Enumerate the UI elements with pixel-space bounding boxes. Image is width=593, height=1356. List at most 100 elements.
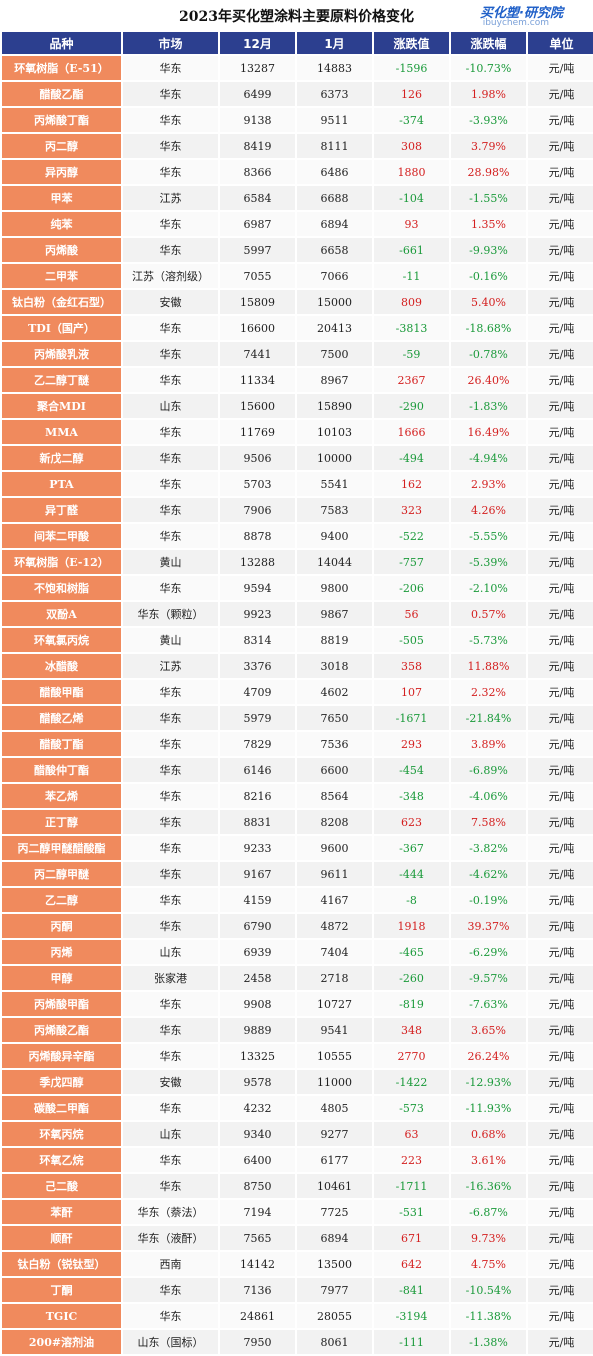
cell-unit: 元/吨: [528, 524, 593, 548]
cell-name: 异丙醇: [2, 160, 121, 184]
table-row: 苯乙烯 华东 8216 8564 -348 -4.06% 元/吨: [2, 784, 593, 808]
cell-name: 环氧乙烷: [2, 1148, 121, 1172]
table-row: 季戊四醇 安徽 9578 11000 -1422 -12.93% 元/吨: [2, 1070, 593, 1094]
cell-dec: 9233: [220, 836, 295, 860]
cell-dec: 4709: [220, 680, 295, 704]
cell-name: 顺酐: [2, 1226, 121, 1250]
cell-change: -260: [374, 966, 449, 990]
cell-unit: 元/吨: [528, 1122, 593, 1146]
table-row: PTA 华东 5703 5541 162 2.93% 元/吨: [2, 472, 593, 496]
cell-dec: 13287: [220, 56, 295, 80]
cell-jan: 7536: [297, 732, 372, 756]
table-row: 冰醋酸 江苏 3376 3018 358 11.88% 元/吨: [2, 654, 593, 678]
cell-name: 丙烯酸乙酯: [2, 1018, 121, 1042]
cell-pct: -5.73%: [451, 628, 526, 652]
cell-dec: 11334: [220, 368, 295, 392]
cell-pct: 1.98%: [451, 82, 526, 106]
cell-jan: 20413: [297, 316, 372, 340]
cell-unit: 元/吨: [528, 836, 593, 860]
cell-name: 乙二醇: [2, 888, 121, 912]
cell-market: 张家港: [123, 966, 218, 990]
cell-name: 丙二醇: [2, 134, 121, 158]
cell-change: 293: [374, 732, 449, 756]
cell-jan: 7977: [297, 1278, 372, 1302]
cell-market: 华东: [123, 108, 218, 132]
cell-pct: -21.84%: [451, 706, 526, 730]
cell-market: 华东: [123, 56, 218, 80]
cell-name: 碳酸二甲酯: [2, 1096, 121, 1120]
cell-pct: 4.26%: [451, 498, 526, 522]
cell-dec: 6987: [220, 212, 295, 236]
cell-change: 223: [374, 1148, 449, 1172]
cell-unit: 元/吨: [528, 1018, 593, 1042]
cell-name: 二甲苯: [2, 264, 121, 288]
cell-unit: 元/吨: [528, 1304, 593, 1328]
cell-pct: 3.89%: [451, 732, 526, 756]
cell-market: 华东: [123, 836, 218, 860]
col-header-jan: 1月: [297, 32, 372, 54]
cell-pct: 3.61%: [451, 1148, 526, 1172]
table-row: 异丙醇 华东 8366 6486 1880 28.98% 元/吨: [2, 160, 593, 184]
cell-market: 安徽: [123, 1070, 218, 1094]
table-row: 聚合MDI 山东 15600 15890 -290 -1.83% 元/吨: [2, 394, 593, 418]
cell-market: 华东: [123, 992, 218, 1016]
cell-unit: 元/吨: [528, 108, 593, 132]
cell-dec: 4232: [220, 1096, 295, 1120]
cell-name: 异丁醛: [2, 498, 121, 522]
cell-change: 2770: [374, 1044, 449, 1068]
cell-pct: -18.68%: [451, 316, 526, 340]
cell-change: 809: [374, 290, 449, 314]
cell-change: -757: [374, 550, 449, 574]
cell-name: 钛白粉（金红石型）: [2, 290, 121, 314]
col-header-pct: 涨跌幅: [451, 32, 526, 54]
cell-name: 丁酮: [2, 1278, 121, 1302]
cell-dec: 6400: [220, 1148, 295, 1172]
cell-pct: -4.06%: [451, 784, 526, 808]
cell-pct: -6.29%: [451, 940, 526, 964]
cell-unit: 元/吨: [528, 238, 593, 262]
cell-dec: 13325: [220, 1044, 295, 1068]
cell-name: 醋酸乙酯: [2, 82, 121, 106]
table-row: 丙烯酸异辛酯 华东 13325 10555 2770 26.24% 元/吨: [2, 1044, 593, 1068]
cell-market: 华东: [123, 576, 218, 600]
cell-market: 华东: [123, 1304, 218, 1328]
cell-unit: 元/吨: [528, 784, 593, 808]
cell-name: 乙二醇丁醚: [2, 368, 121, 392]
cell-pct: -2.10%: [451, 576, 526, 600]
cell-dec: 7565: [220, 1226, 295, 1250]
cell-change: -206: [374, 576, 449, 600]
cell-market: 华东: [123, 160, 218, 184]
cell-name: 双酚A: [2, 602, 121, 626]
cell-market: 西南: [123, 1252, 218, 1276]
cell-jan: 2718: [297, 966, 372, 990]
col-header-market: 市场: [123, 32, 218, 54]
cell-market: 华东（萘法）: [123, 1200, 218, 1224]
cell-pct: -1.55%: [451, 186, 526, 210]
cell-change: -111: [374, 1330, 449, 1354]
cell-change: -104: [374, 186, 449, 210]
cell-market: 黄山: [123, 550, 218, 574]
cell-name: 丙烯酸异辛酯: [2, 1044, 121, 1068]
cell-name: 环氧氯丙烷: [2, 628, 121, 652]
cell-pct: 26.40%: [451, 368, 526, 392]
cell-unit: 元/吨: [528, 888, 593, 912]
cell-unit: 元/吨: [528, 1278, 593, 1302]
table-row: 甲苯 江苏 6584 6688 -104 -1.55% 元/吨: [2, 186, 593, 210]
cell-dec: 15809: [220, 290, 295, 314]
cell-pct: -7.63%: [451, 992, 526, 1016]
cell-name: 不饱和树脂: [2, 576, 121, 600]
table-row: TDI（国产） 华东 16600 20413 -3813 -18.68% 元/吨: [2, 316, 593, 340]
cell-unit: 元/吨: [528, 706, 593, 730]
cell-pct: -12.93%: [451, 1070, 526, 1094]
cell-name: 丙烯酸丁酯: [2, 108, 121, 132]
cell-unit: 元/吨: [528, 264, 593, 288]
table-row: 丙烯酸甲酯 华东 9908 10727 -819 -7.63% 元/吨: [2, 992, 593, 1016]
cell-jan: 8967: [297, 368, 372, 392]
table-row: 200#溶剂油 山东（国标） 7950 8061 -111 -1.38% 元/吨: [2, 1330, 593, 1354]
cell-dec: 5703: [220, 472, 295, 496]
cell-jan: 9867: [297, 602, 372, 626]
table-row: 醋酸乙烯 华东 5979 7650 -1671 -21.84% 元/吨: [2, 706, 593, 730]
cell-dec: 6146: [220, 758, 295, 782]
cell-name: 甲醇: [2, 966, 121, 990]
cell-pct: -3.93%: [451, 108, 526, 132]
